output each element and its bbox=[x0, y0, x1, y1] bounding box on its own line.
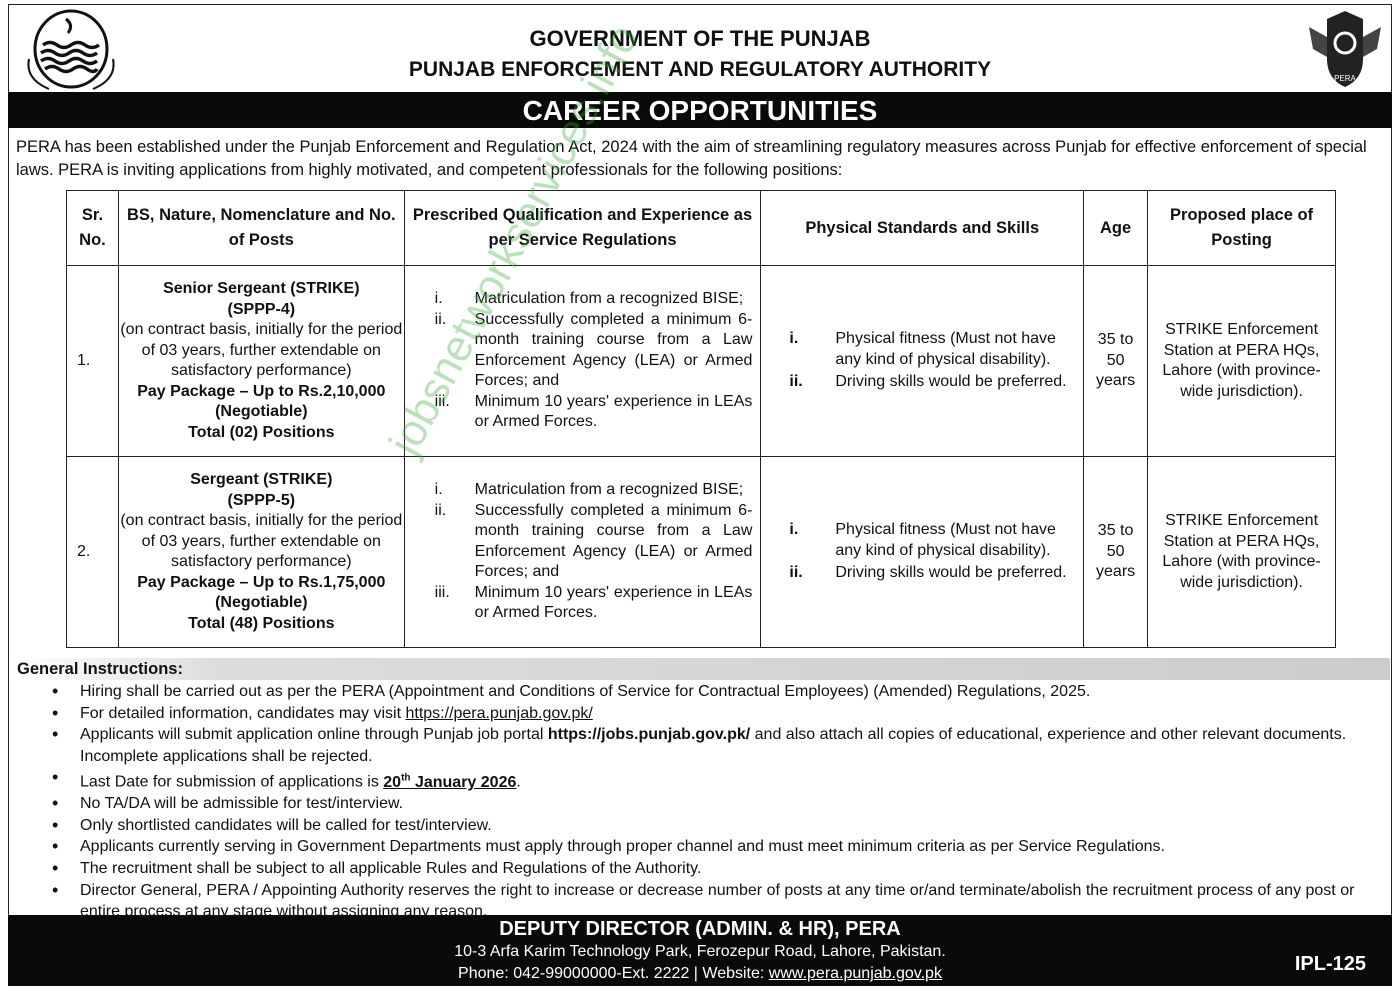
item-num: i. bbox=[434, 481, 443, 499]
posting-cell: STRIKE Enforcement Station at PERA HQs, … bbox=[1147, 456, 1336, 648]
instruction-text: For detailed information, candidates may… bbox=[80, 704, 406, 722]
phys-item: Physical fitness (Must not have any kind… bbox=[835, 330, 1056, 368]
post-title: Sergeant (STRIKE) bbox=[190, 471, 333, 488]
sr-cell: 1. bbox=[66, 265, 119, 457]
last-date-day: 20 bbox=[383, 773, 402, 791]
phys-item: Driving skills would be preferred. bbox=[835, 373, 1067, 391]
post-total: Total (48) Positions bbox=[188, 614, 335, 632]
instruction-item: The recruitment shall be subject to all … bbox=[50, 858, 1392, 880]
instruction-item: No TA/DA will be admissible for test/int… bbox=[50, 793, 1392, 815]
table-row: 2. Sergeant (STRIKE) (SPPP-5) (on contra… bbox=[66, 456, 1336, 648]
post-pay: Pay Package – Up to Rs.1,75,000 (Negotia… bbox=[137, 573, 386, 612]
intro-paragraph: PERA has been established under the Punj… bbox=[16, 138, 1367, 179]
post-nature: (on contract basis, initially for the pe… bbox=[120, 321, 403, 379]
col-qualification: Prescribed Qualification and Experience … bbox=[403, 190, 762, 266]
header-authority: PUNJAB ENFORCEMENT AND REGULATORY AUTHOR… bbox=[408, 58, 992, 81]
item-num: iii. bbox=[434, 392, 450, 410]
footer: DEPUTY DIRECTOR (ADMIN. & HR), PERA 10-3… bbox=[8, 915, 1392, 986]
instructions-list: Hiring shall be carried out as per the P… bbox=[50, 681, 1392, 923]
col-posting: Proposed place of Posting bbox=[1147, 190, 1336, 266]
footer-title: DEPUTY DIRECTOR (ADMIN. & HR), PERA bbox=[499, 918, 901, 940]
last-date-suffix: th bbox=[401, 772, 411, 784]
post-nature: (on contract basis, initially for the pe… bbox=[120, 512, 403, 570]
instruction-item: Only shortlisted candidates will be call… bbox=[50, 815, 1392, 837]
col-sr: Sr. No. bbox=[66, 190, 119, 266]
qual-item: Minimum 10 years' experience in LEAs or … bbox=[474, 583, 753, 622]
qual-item: Matriculation from a recognized BISE; bbox=[474, 290, 744, 308]
footer-phone: Phone: 042-99000000-Ext. 2222 | Website: bbox=[458, 965, 769, 982]
phys-item: Physical fitness (Must not have any kind… bbox=[835, 521, 1056, 559]
qual-item: Successfully completed a minimum 6-month… bbox=[474, 310, 753, 390]
jobs-portal-link[interactable]: https://jobs.punjab.gov.pk/ bbox=[547, 726, 751, 744]
general-instructions-title: General Instructions: bbox=[12, 658, 1390, 680]
item-num: ii. bbox=[789, 373, 803, 391]
post-total: Total (02) Positions bbox=[188, 423, 335, 441]
instruction-text: Last Date for submission of applications… bbox=[80, 773, 384, 791]
svg-text:PERA: PERA bbox=[1334, 74, 1356, 83]
career-opportunities-banner: CAREER OPPORTUNITIES bbox=[8, 92, 1392, 128]
item-num: iii. bbox=[434, 583, 450, 601]
item-num: ii. bbox=[434, 310, 447, 328]
instruction-item: Applicants will submit application onlin… bbox=[50, 724, 1392, 767]
qual-item: Matriculation from a recognized BISE; bbox=[474, 481, 744, 499]
ad-code: IPL-125 bbox=[1294, 953, 1366, 975]
qual-item: Successfully completed a minimum 6-month… bbox=[474, 501, 753, 581]
age-cell: 35 to 50 years bbox=[1083, 456, 1149, 648]
item-num: i. bbox=[789, 330, 799, 348]
instruction-text: Applicants will submit application onlin… bbox=[80, 726, 548, 744]
pera-website-link[interactable]: https://pera.punjab.gov.pk/ bbox=[405, 704, 593, 722]
post-cell: Senior Sergeant (STRIKE) (SPPP-4) (on co… bbox=[117, 265, 405, 457]
qualification-cell: i. Matriculation from a recognized BISE; … bbox=[403, 265, 762, 457]
table-row: 1. Senior Sergeant (STRIKE) (SPPP-4) (on… bbox=[66, 265, 1336, 457]
sr-cell: 2. bbox=[66, 456, 119, 648]
item-num: i. bbox=[434, 290, 443, 308]
qualification-cell: i. Matriculation from a recognized BISE; … bbox=[403, 456, 762, 648]
post-scale: (SPPP-5) bbox=[227, 491, 296, 509]
physical-cell: i. Physical fitness (Must not have any ki… bbox=[760, 456, 1085, 648]
item-num: i. bbox=[789, 521, 799, 539]
item-num: ii. bbox=[434, 501, 447, 519]
col-age: Age bbox=[1083, 190, 1149, 266]
physical-cell: i. Physical fitness (Must not have any ki… bbox=[760, 265, 1085, 457]
last-date: 20th January 2026 bbox=[383, 772, 517, 791]
post-pay: Pay Package – Up to Rs.2,10,000 (Negotia… bbox=[137, 382, 386, 421]
qual-item: Minimum 10 years' experience in LEAs or … bbox=[474, 392, 753, 431]
pera-logo: PERA bbox=[1305, 6, 1385, 91]
header-government: GOVERNMENT OF THE PUNJAB bbox=[529, 26, 871, 51]
last-date-month-year: January 2026 bbox=[410, 773, 517, 791]
age-cell: 35 to 50 years bbox=[1083, 265, 1149, 457]
instruction-item: Applicants currently serving in Governme… bbox=[50, 836, 1392, 858]
posting-cell: STRIKE Enforcement Station at PERA HQs, … bbox=[1147, 265, 1336, 457]
footer-website-link[interactable]: www.pera.punjab.gov.pk bbox=[768, 965, 942, 982]
instruction-item: Hiring shall be carried out as per the P… bbox=[50, 681, 1392, 703]
instruction-item: For detailed information, candidates may… bbox=[50, 703, 1392, 725]
post-scale: (SPPP-4) bbox=[227, 300, 296, 318]
punjab-government-logo bbox=[18, 8, 123, 93]
col-posts: BS, Nature, Nomenclature and No. of Post… bbox=[117, 190, 405, 266]
positions-table: Sr. No. BS, Nature, Nomenclature and No.… bbox=[66, 190, 1336, 648]
post-cell: Sergeant (STRIKE) (SPPP-5) (on contract … bbox=[117, 456, 405, 648]
post-title: Senior Sergeant (STRIKE) bbox=[163, 280, 360, 297]
phys-item: Driving skills would be preferred. bbox=[835, 564, 1067, 582]
col-physical: Physical Standards and Skills bbox=[760, 190, 1085, 266]
footer-address: 10-3 Arfa Karim Technology Park, Ferozep… bbox=[454, 943, 946, 960]
instruction-text: . bbox=[516, 773, 521, 791]
table-header-row: Sr. No. BS, Nature, Nomenclature and No.… bbox=[66, 190, 1336, 266]
instruction-text: and also attach all copies of educationa… bbox=[80, 726, 1347, 765]
item-num: ii. bbox=[789, 564, 803, 582]
instruction-item: Last Date for submission of applications… bbox=[50, 767, 1392, 793]
footer-contact: Phone: 042-99000000-Ext. 2222 | Website:… bbox=[8, 963, 1392, 985]
